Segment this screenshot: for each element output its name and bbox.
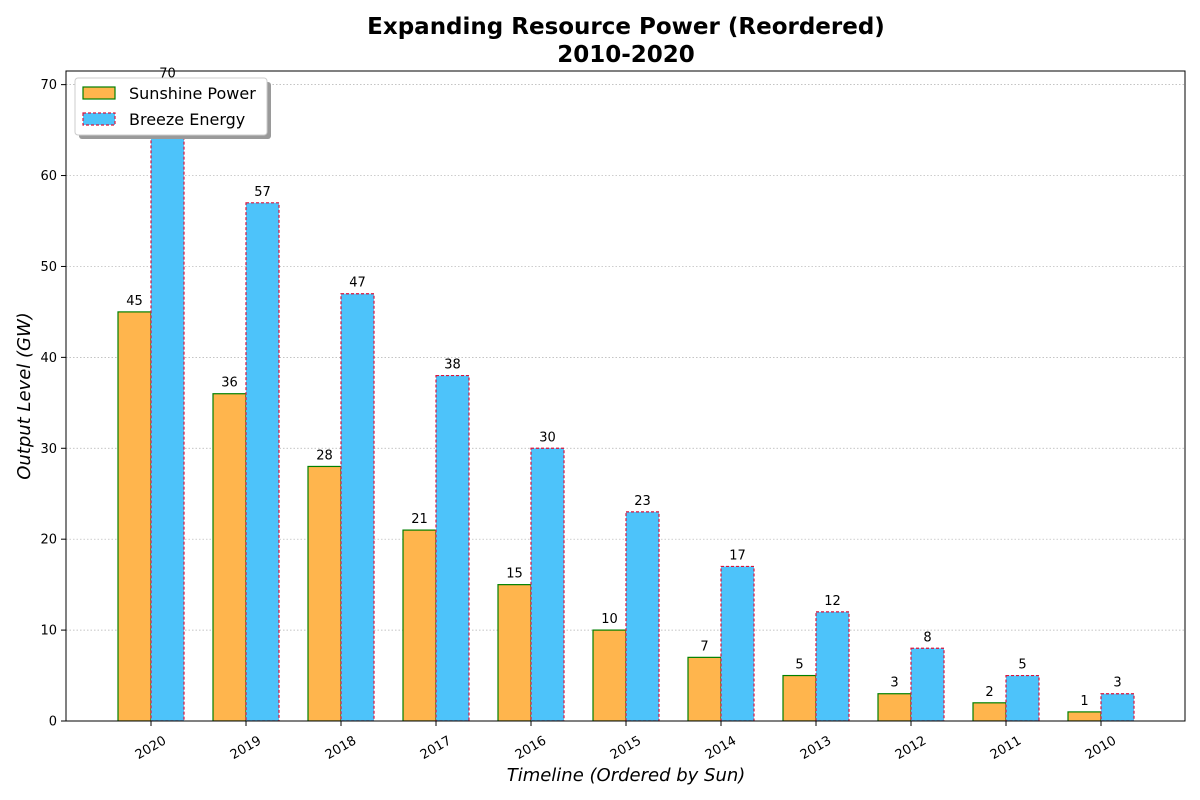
bar-breeze-energy <box>1005 674 1040 721</box>
data-label: 1 <box>1080 694 1088 709</box>
data-label: 5 <box>795 658 803 673</box>
data-label: 5 <box>1018 658 1026 673</box>
data-label: 36 <box>221 376 238 391</box>
x-axis-ticks: 2020 2019 2018 2017 2016 2015 2014 2013 2012 2011… <box>133 721 1119 763</box>
bar-sunshine-power <box>117 311 152 721</box>
chart-title: Expanding Resource Power (Reordered) <box>367 14 885 40</box>
chart-subtitle: 2010-2020 <box>557 42 695 68</box>
y-axis-label: Output Level (GW) <box>14 312 35 480</box>
bar-sunshine-power <box>497 584 532 721</box>
bar-breeze-energy <box>150 84 185 721</box>
legend-swatch-sunshine-power <box>82 86 116 100</box>
legend: Sunshine Power Breeze Energy <box>74 77 271 139</box>
x-tick-label: 2014 <box>703 733 739 763</box>
bar-sunshine-power <box>402 529 437 721</box>
y-tick-label: 10 <box>40 624 57 639</box>
bar-sunshine-power <box>877 693 912 721</box>
bar-sunshine-power <box>782 674 817 721</box>
data-label: 10 <box>601 612 618 627</box>
x-tick-label: 2012 <box>893 733 929 763</box>
x-tick-label: 2019 <box>228 733 264 763</box>
data-label: 17 <box>729 548 746 563</box>
y-tick-label: 70 <box>40 78 57 93</box>
bar-breeze-energy <box>1100 693 1135 721</box>
data-label: 21 <box>411 512 428 527</box>
legend-label-sunshine-power: Sunshine Power <box>129 84 256 103</box>
data-label: 45 <box>126 294 143 309</box>
data-label: 8 <box>923 630 931 645</box>
x-tick-label: 2017 <box>418 733 454 763</box>
x-tick-label: 2011 <box>988 733 1024 763</box>
bar-sunshine-power <box>972 702 1007 721</box>
bar-sunshine-power <box>592 629 627 721</box>
data-label: 3 <box>890 676 898 691</box>
x-tick-label: 2016 <box>513 733 549 763</box>
bar-breeze-energy <box>340 293 375 721</box>
x-tick-label: 2010 <box>1083 733 1119 763</box>
bar-breeze-energy <box>625 511 660 721</box>
bar-breeze-energy <box>910 647 945 721</box>
bar-breeze-energy <box>815 611 850 721</box>
y-tick-label: 20 <box>40 533 57 548</box>
bar-sunshine-power <box>212 393 247 721</box>
data-label: 38 <box>444 358 461 373</box>
bar-breeze-energy <box>720 565 755 721</box>
data-label: 47 <box>349 276 366 291</box>
y-axis-ticks: 0 10 20 30 40 50 60 70 <box>40 78 66 730</box>
data-label: 30 <box>539 430 556 445</box>
bar-breeze-energy <box>245 202 280 721</box>
bar-sunshine-power <box>1067 711 1102 721</box>
bar-breeze-energy <box>530 447 565 721</box>
data-label: 12 <box>824 594 841 609</box>
legend-swatch-breeze-energy <box>82 112 116 126</box>
x-tick-label: 2018 <box>323 733 359 763</box>
bars <box>117 84 1135 721</box>
y-tick-label: 0 <box>49 715 57 730</box>
x-tick-label: 2020 <box>133 733 169 763</box>
data-label: 7 <box>700 639 708 654</box>
data-label: 2 <box>985 685 993 700</box>
y-tick-label: 40 <box>40 351 57 366</box>
x-axis-label: Timeline (Ordered by Sun) <box>507 765 746 786</box>
bar-sunshine-power <box>687 656 722 721</box>
y-tick-label: 30 <box>40 442 57 457</box>
data-label: 23 <box>634 494 651 509</box>
legend-box <box>74 77 268 136</box>
x-tick-label: 2015 <box>608 733 644 763</box>
bar-sunshine-power <box>307 465 342 721</box>
legend-label-breeze-energy: Breeze Energy <box>129 110 245 129</box>
data-label: 57 <box>254 185 271 200</box>
y-tick-label: 50 <box>40 260 57 275</box>
bar-breeze-energy <box>435 374 470 721</box>
data-label: 3 <box>1113 676 1121 691</box>
data-label: 28 <box>316 448 333 463</box>
y-tick-label: 60 <box>40 169 57 184</box>
x-tick-label: 2013 <box>798 733 834 763</box>
data-label: 15 <box>506 567 523 582</box>
